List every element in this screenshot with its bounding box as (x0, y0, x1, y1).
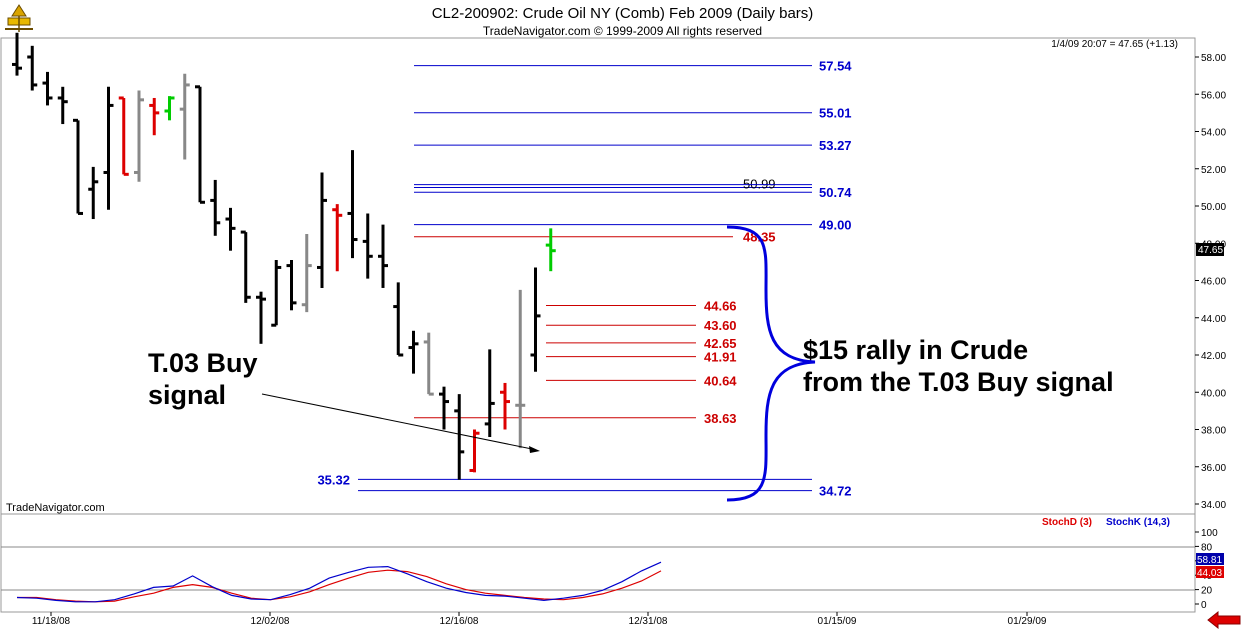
fib-level-label: 38.63 (704, 411, 737, 426)
y-tick-label: 58.00 (1201, 53, 1226, 64)
fib-level-label: 40.64 (704, 373, 737, 388)
stoch-tick-label: 0 (1201, 600, 1207, 611)
stoch-k-line (16, 561, 662, 603)
legend-stoch-k: StochK (14,3) (1106, 517, 1170, 528)
y-tick-label: 34.00 (1201, 500, 1226, 511)
stoch-k-value: 58.81 (1197, 555, 1222, 566)
y-tick-label: 42.00 (1201, 351, 1226, 362)
ohlc-bar (240, 230, 251, 303)
buy-signal-arrow (261, 393, 533, 450)
fib-level-label: 57.54 (819, 59, 852, 74)
ohlc-bar (73, 118, 83, 215)
y-tick-label: 40.00 (1201, 388, 1226, 399)
ohlc-bar (484, 349, 495, 437)
fib-level-label: 49.00 (819, 218, 852, 233)
ohlc-bar (439, 386, 449, 430)
ohlc-bar (301, 233, 312, 313)
y-tick-label: 54.00 (1201, 128, 1226, 139)
ohlc-bar (408, 330, 419, 374)
ohlc-bar (149, 97, 160, 136)
rally-brace (726, 225, 816, 502)
x-tick-label: 01/29/09 (1008, 616, 1047, 627)
watermark: TradeNavigator.com (6, 502, 105, 514)
ohlc-bar (225, 207, 236, 251)
ohlc-bar (88, 166, 99, 220)
ohlc-bar (500, 382, 510, 430)
stoch-k-value-box (1196, 553, 1224, 565)
last-price-label: 47.65 (1198, 245, 1223, 256)
fib-level-label: 53.27 (819, 138, 852, 153)
ohlc-bar (210, 179, 221, 236)
fib-level-label: 50.99 (743, 177, 776, 192)
stoch-d-value: 44.03 (1197, 568, 1222, 579)
fib-level-label: 55.01 (819, 106, 852, 121)
ohlc-bar (393, 282, 404, 357)
ohlc-bar (134, 90, 144, 182)
stoch-tick-label: 80 (1201, 542, 1213, 553)
stoch-tick-label: 100 (1201, 528, 1218, 539)
ohlc-bar (362, 213, 373, 279)
x-tick-label: 01/15/09 (818, 616, 857, 627)
legend-stoch-d: StochD (3) (1042, 517, 1092, 528)
ohlc-bar (256, 291, 266, 344)
y-tick-label: 38.00 (1201, 426, 1226, 437)
x-tick-label: 12/02/08 (251, 616, 290, 627)
ohlc-bar (332, 204, 343, 272)
fib-level-label: 35.32 (317, 472, 350, 487)
buy-signal-line2: signal (148, 380, 226, 410)
quote-readout: 1/4/09 20:07 = 47.65 (+1.13) (1051, 39, 1178, 50)
rally-line2: from the T.03 Buy signal (803, 367, 1114, 397)
ohlc-bar (530, 267, 541, 372)
ohlc-bar (118, 96, 129, 176)
scroll-left-arrow-icon[interactable] (1207, 610, 1241, 630)
ohlc-bar (57, 86, 68, 125)
stoch-tick-label: 20 (1201, 586, 1213, 597)
x-tick-label: 11/18/08 (32, 616, 71, 627)
chart-subtitle: TradeNavigator.com © 1999-2009 All right… (482, 24, 763, 38)
ohlc-bar (164, 96, 175, 121)
fib-level-label: 44.66 (704, 298, 737, 313)
ohlc-bar (27, 45, 38, 91)
ohlc-bar (378, 224, 388, 288)
ohlc-bar (545, 228, 556, 272)
ohlc-bar (12, 32, 22, 76)
ohlc-bar (271, 260, 282, 327)
stoch-d-value-box (1196, 566, 1224, 578)
fib-level-label: 34.72 (819, 484, 852, 499)
rally-line1: $15 rally in Crude (803, 335, 1028, 365)
y-tick-label: 46.00 (1201, 277, 1226, 288)
arrowhead-icon (529, 446, 540, 453)
ohlc-bar (515, 289, 526, 449)
x-tick-label: 12/31/08 (629, 616, 668, 627)
ohlc-bar (195, 85, 205, 204)
stochastic-panel (0, 513, 1196, 613)
chart-title: CL2-200902: Crude Oil NY (Comb) Feb 2009… (431, 5, 814, 22)
y-tick-label: 44.00 (1201, 314, 1226, 325)
trade-navigator-logo-icon[interactable] (2, 2, 36, 36)
fib-level-label: 42.65 (704, 336, 737, 351)
y-tick-label: 52.00 (1201, 165, 1226, 176)
ohlc-bar (286, 260, 297, 311)
ohlc-bar (317, 172, 327, 288)
last-price-marker (1196, 243, 1224, 256)
ohlc-bar (103, 86, 114, 210)
fib-level-label: 43.60 (704, 318, 737, 333)
x-tick-label: 12/16/08 (440, 616, 479, 627)
fib-level-label: 41.91 (704, 350, 737, 365)
y-tick-label: 56.00 (1201, 90, 1226, 101)
y-tick-label: 50.00 (1201, 202, 1226, 213)
ohlc-bar (423, 332, 434, 396)
fib-level-label: 50.74 (819, 185, 852, 200)
buy-signal-line1: T.03 Buy (148, 348, 258, 378)
ohlc-bar (179, 73, 190, 160)
ohlc-bar (454, 394, 465, 480)
ohlc-bar (42, 71, 53, 106)
ohlc-bar (347, 150, 358, 259)
ohlc-bar (469, 429, 480, 473)
y-tick-label: 36.00 (1201, 463, 1226, 474)
